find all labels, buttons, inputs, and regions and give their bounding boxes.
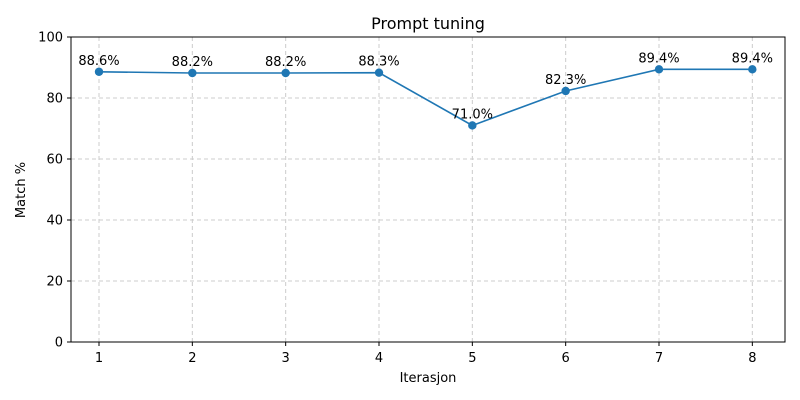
data-point — [188, 68, 197, 78]
series-line — [98, 68, 753, 127]
y-tick-label: 100 — [38, 31, 63, 46]
y-tick-label: 60 — [46, 153, 63, 168]
y-tick-label: 20 — [46, 275, 63, 290]
y-axis-label: Match % — [14, 162, 29, 218]
data-label: 82.3% — [545, 73, 586, 88]
y-tick-label: 0 — [55, 336, 63, 351]
y-tick-label: 80 — [46, 92, 63, 107]
x-tick-label: 7 — [655, 351, 663, 366]
data-label: 89.4% — [732, 51, 773, 66]
data-label: 89.4% — [638, 51, 679, 66]
x-axis-label: Iterasjon — [400, 371, 457, 386]
data-point — [94, 67, 104, 76]
x-tick-label: 8 — [748, 351, 756, 366]
data-label: 88.2% — [265, 55, 306, 70]
data-point — [654, 65, 664, 74]
data-label: 88.6% — [78, 54, 119, 69]
y-tick-label: 40 — [46, 214, 63, 229]
x-tick-label: 2 — [188, 351, 196, 366]
series — [94, 65, 757, 130]
x-tick-label: 3 — [282, 351, 290, 366]
data-point — [561, 86, 570, 96]
data-labels: 88.6% 88.2% 88.2% 88.3% 71.0% 82.3% 89.4% 89.4% — [78, 51, 773, 122]
x-tick-label: 6 — [562, 351, 570, 366]
chart-title: Prompt tuning — [371, 14, 485, 33]
x-tick-label: 4 — [375, 351, 383, 366]
data-label: 71.0% — [452, 107, 493, 122]
data-point — [468, 121, 477, 130]
plot-frame — [70, 36, 786, 343]
data-label: 88.3% — [358, 55, 399, 70]
data-label: 88.2% — [172, 55, 213, 70]
data-point — [281, 68, 290, 78]
data-point — [374, 68, 384, 77]
data-point — [748, 65, 757, 74]
x-tick-label: 5 — [468, 351, 476, 366]
x-tick-label: 1 — [95, 351, 103, 366]
